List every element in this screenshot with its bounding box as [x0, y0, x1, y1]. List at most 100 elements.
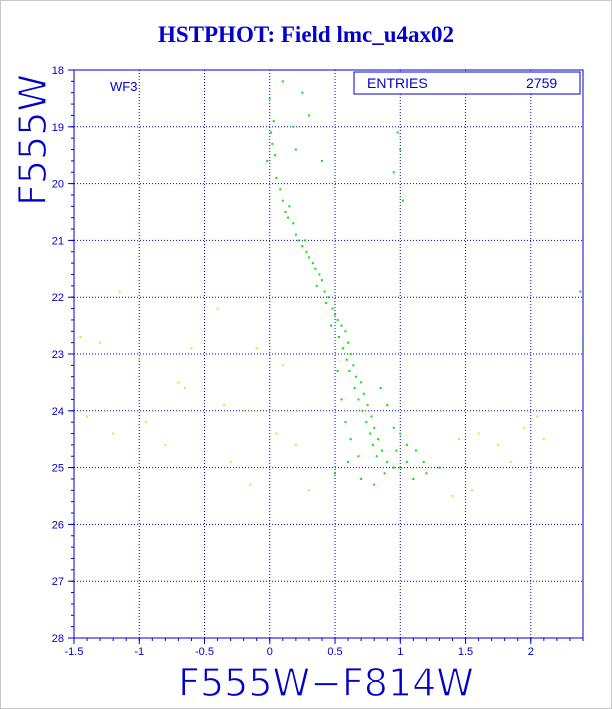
yellow-point	[99, 341, 102, 344]
green-point	[315, 284, 318, 287]
x-tick-label: -1	[134, 646, 144, 658]
green-point	[337, 335, 340, 338]
green-point	[383, 472, 386, 475]
y-tick-label: 19	[52, 122, 64, 134]
green-point	[275, 176, 278, 179]
yellow-point	[183, 387, 186, 390]
x-axis-title: F555W−F814W	[178, 661, 474, 705]
y-tick-label: 24	[52, 406, 64, 418]
green-point	[395, 449, 398, 452]
green-point	[369, 432, 372, 435]
green-point	[311, 262, 314, 265]
green-point	[401, 199, 404, 202]
yellow-point	[275, 432, 278, 435]
green-point	[268, 97, 271, 100]
x-tick-label: 0	[267, 646, 273, 658]
green-point	[386, 404, 389, 407]
green-point	[287, 216, 290, 219]
green-point	[288, 205, 291, 208]
yellow-point	[242, 409, 245, 412]
yellow-point	[458, 438, 461, 441]
green-point	[336, 370, 339, 373]
green-point	[366, 404, 369, 407]
green-point	[392, 426, 395, 429]
y-tick-label: 23	[52, 349, 64, 361]
yellow-point	[294, 443, 297, 446]
green-point	[273, 154, 276, 157]
tick-labels: -1.5 -1 -0.5 0 0.5 1 1.5 2 18 19 20 21 22 23 24 25 26 27 2…	[52, 65, 534, 658]
green-point	[344, 421, 347, 424]
yellow-point	[138, 358, 141, 361]
x-tick-label: 1	[397, 646, 403, 658]
green-point	[412, 477, 415, 480]
data-points	[79, 80, 584, 497]
x-tick-label: -0.5	[195, 646, 214, 658]
y-tick-label: 21	[52, 235, 64, 247]
green-point	[414, 449, 417, 452]
green-point	[425, 472, 428, 475]
green-point	[307, 256, 310, 259]
yellow-point	[177, 381, 180, 384]
yellow-point	[144, 421, 147, 424]
green-point	[357, 398, 360, 401]
green-point	[348, 370, 351, 373]
green-point	[373, 426, 376, 429]
yellow-point	[249, 483, 252, 486]
green-point	[438, 466, 441, 469]
green-point	[396, 131, 399, 134]
yellow-point	[255, 347, 258, 350]
stats-label: ENTRIES	[367, 75, 428, 91]
green-point	[334, 472, 337, 475]
y-tick-label: 26	[52, 519, 64, 531]
green-point	[362, 392, 365, 395]
green-point	[381, 449, 384, 452]
green-point	[292, 125, 295, 128]
stats-box	[353, 71, 581, 95]
y-tick-label: 25	[52, 463, 64, 475]
green-point	[266, 159, 269, 162]
x-tick-label: 1.5	[458, 646, 473, 658]
green-point	[272, 120, 275, 123]
green-point	[284, 211, 287, 213]
green-point	[422, 460, 425, 463]
green-point	[318, 273, 321, 276]
green-point	[405, 460, 408, 463]
green-point	[281, 80, 284, 83]
yellow-point	[79, 335, 82, 338]
green-point	[373, 483, 376, 486]
green-point	[371, 443, 374, 446]
green-point	[301, 245, 304, 248]
grid-lines	[73, 70, 583, 638]
green-point	[360, 381, 363, 384]
tick-marks	[68, 69, 584, 644]
y-tick-label: 22	[52, 292, 64, 304]
y-tick-label: 18	[52, 65, 64, 77]
green-point	[314, 267, 317, 270]
y-axis-title: F555W	[11, 74, 55, 206]
yellow-point	[471, 489, 474, 492]
green-point	[353, 387, 356, 390]
green-point	[341, 347, 344, 350]
yellow-point	[523, 426, 526, 429]
stats-value: 2759	[526, 75, 557, 91]
green-point	[399, 466, 402, 469]
green-point	[323, 290, 326, 293]
green-point	[352, 364, 355, 367]
green-point	[377, 438, 380, 441]
yellow-point	[542, 438, 545, 441]
yellow-point	[118, 290, 121, 293]
green-point	[399, 148, 402, 151]
yellow-point	[477, 432, 480, 435]
green-point	[281, 199, 284, 202]
green-point	[331, 307, 334, 310]
green-point	[360, 477, 363, 480]
green-point	[354, 375, 357, 378]
green-point	[349, 438, 352, 441]
green-point	[279, 188, 282, 191]
yellow-point	[164, 443, 167, 446]
green-point	[375, 455, 378, 458]
green-point	[304, 239, 307, 242]
green-point	[379, 387, 382, 390]
green-point	[297, 239, 300, 242]
